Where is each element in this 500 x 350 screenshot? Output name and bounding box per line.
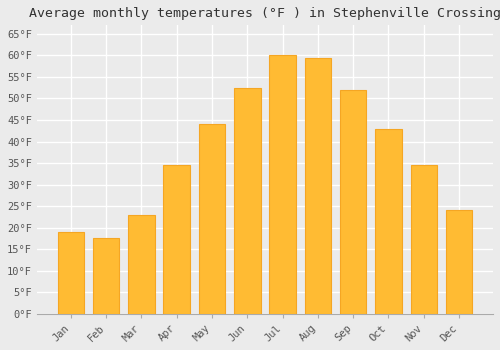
Bar [128,215,154,314]
Bar [304,57,331,314]
Bar [270,55,296,314]
Bar [410,165,437,314]
Bar [93,238,120,314]
Bar [375,128,402,314]
Bar [58,232,84,314]
Bar [164,165,190,314]
Title: Average monthly temperatures (°F ) in Stephenville Crossing: Average monthly temperatures (°F ) in St… [29,7,500,20]
Bar [234,88,260,314]
Bar [340,90,366,314]
Bar [198,124,225,314]
Bar [446,210,472,314]
